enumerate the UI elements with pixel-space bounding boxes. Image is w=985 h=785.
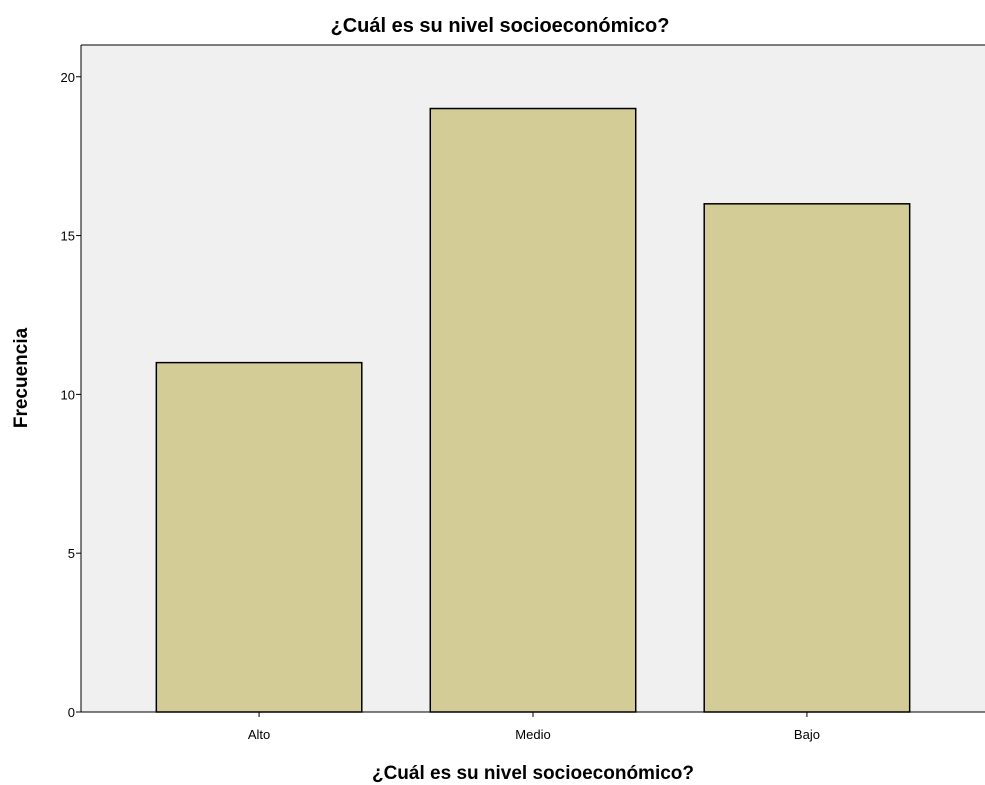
x-tick-label: Medio [515,727,550,742]
x-tick-label: Alto [248,727,270,742]
bar-bajo [703,203,911,713]
bars-layer [155,107,911,713]
x-axis-title: ¿Cuál es su nivel socioeconómico? [372,763,694,784]
x-ticks-layer: Alto Medio Bajo [248,712,820,742]
y-axis-title: Frecuencia [11,327,32,428]
chart-title: ¿Cuál es su nivel socioeconómico? [331,15,670,37]
bar-alto [155,361,363,713]
y-ticks-layer: 0 5 10 15 20 [61,70,81,720]
y-tick-label: 20 [61,70,75,85]
x-tick-label: Bajo [794,727,820,742]
y-tick-label: 5 [68,546,75,561]
bar-medio [429,107,637,713]
y-tick-label: 15 [61,229,75,244]
y-tick-label: 10 [61,387,75,402]
y-tick-label: 0 [68,705,75,720]
